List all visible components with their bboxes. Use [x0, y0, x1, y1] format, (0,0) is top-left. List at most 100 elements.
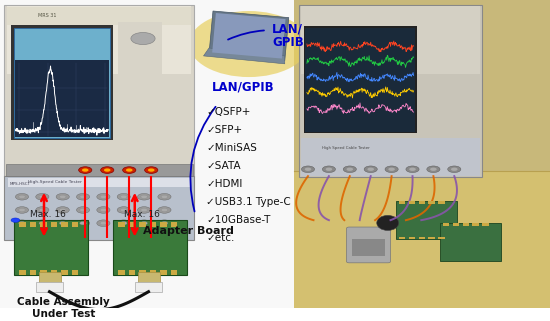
Bar	[399, 202, 405, 204]
Circle shape	[427, 166, 440, 173]
Circle shape	[80, 195, 86, 198]
Circle shape	[145, 167, 158, 173]
Circle shape	[80, 221, 86, 225]
Circle shape	[117, 194, 130, 200]
FancyBboxPatch shape	[4, 176, 194, 240]
Circle shape	[39, 195, 46, 198]
Bar	[472, 223, 479, 226]
Bar	[399, 237, 405, 239]
Circle shape	[56, 207, 69, 213]
Circle shape	[36, 220, 49, 227]
Bar	[301, 5, 480, 74]
Circle shape	[39, 208, 46, 212]
Text: High-Speed Cable Tester: High-Speed Cable Tester	[28, 180, 81, 184]
Bar	[36, 282, 63, 292]
Circle shape	[80, 208, 86, 212]
Circle shape	[138, 207, 151, 213]
Text: MRS 31: MRS 31	[39, 13, 57, 18]
Circle shape	[97, 207, 110, 213]
Bar	[19, 221, 26, 227]
Text: ✓SATA: ✓SATA	[206, 161, 241, 171]
Circle shape	[36, 207, 49, 213]
Text: Adapter Board: Adapter Board	[143, 226, 234, 236]
Bar	[14, 220, 88, 275]
Circle shape	[388, 168, 395, 171]
Bar	[301, 138, 480, 176]
Bar	[40, 270, 47, 275]
Bar	[30, 221, 36, 227]
Circle shape	[301, 166, 315, 173]
Circle shape	[343, 166, 356, 173]
Bar	[160, 221, 167, 227]
Text: ✓HDMI: ✓HDMI	[206, 179, 243, 189]
Circle shape	[346, 168, 353, 171]
Circle shape	[326, 168, 332, 171]
Ellipse shape	[377, 215, 399, 230]
Text: ✓QSFP+: ✓QSFP+	[206, 107, 251, 117]
Bar	[51, 270, 57, 275]
Circle shape	[161, 195, 168, 198]
Polygon shape	[204, 48, 285, 64]
Bar	[72, 270, 78, 275]
Circle shape	[141, 195, 147, 198]
Circle shape	[76, 207, 90, 213]
Circle shape	[126, 169, 133, 172]
Circle shape	[141, 221, 147, 225]
Bar	[72, 221, 78, 227]
Text: ✓SFP+: ✓SFP+	[206, 125, 243, 135]
Circle shape	[59, 195, 66, 198]
Circle shape	[141, 208, 147, 212]
Circle shape	[409, 168, 416, 171]
Bar	[39, 273, 60, 283]
Bar	[170, 270, 177, 275]
Circle shape	[100, 208, 107, 212]
Bar	[419, 202, 425, 204]
Bar	[51, 221, 57, 227]
Circle shape	[448, 166, 461, 173]
Circle shape	[117, 207, 130, 213]
Circle shape	[19, 221, 25, 225]
Bar	[7, 5, 191, 74]
Bar	[6, 164, 192, 176]
Circle shape	[100, 195, 107, 198]
Bar	[118, 270, 125, 275]
Circle shape	[56, 194, 69, 200]
Circle shape	[104, 169, 111, 172]
Circle shape	[101, 167, 114, 173]
Bar	[118, 22, 162, 143]
Bar	[352, 239, 385, 256]
Circle shape	[15, 220, 29, 227]
Circle shape	[19, 208, 25, 212]
Bar	[170, 221, 177, 227]
Circle shape	[59, 208, 66, 212]
Bar	[409, 202, 415, 204]
Circle shape	[138, 220, 151, 227]
Bar	[150, 270, 156, 275]
Bar	[129, 270, 135, 275]
FancyBboxPatch shape	[346, 227, 390, 263]
Circle shape	[100, 221, 107, 225]
Bar	[463, 223, 469, 226]
Circle shape	[97, 220, 110, 227]
Bar	[294, 0, 550, 308]
Circle shape	[79, 167, 92, 173]
Circle shape	[158, 207, 171, 213]
Bar	[15, 60, 109, 137]
Bar	[453, 223, 459, 226]
Polygon shape	[212, 13, 285, 58]
Bar	[160, 270, 167, 275]
Bar	[8, 178, 190, 187]
Bar	[409, 237, 415, 239]
Circle shape	[11, 218, 20, 222]
Bar	[118, 221, 125, 227]
Text: ✓10GBase-T: ✓10GBase-T	[206, 215, 271, 225]
Bar	[14, 28, 110, 138]
Bar	[438, 237, 445, 239]
Circle shape	[364, 166, 377, 173]
Bar	[113, 220, 187, 275]
Bar	[129, 221, 135, 227]
FancyBboxPatch shape	[299, 5, 482, 177]
Bar	[305, 28, 415, 132]
Circle shape	[305, 168, 311, 171]
Text: LAN/
GPIB: LAN/ GPIB	[272, 22, 304, 49]
